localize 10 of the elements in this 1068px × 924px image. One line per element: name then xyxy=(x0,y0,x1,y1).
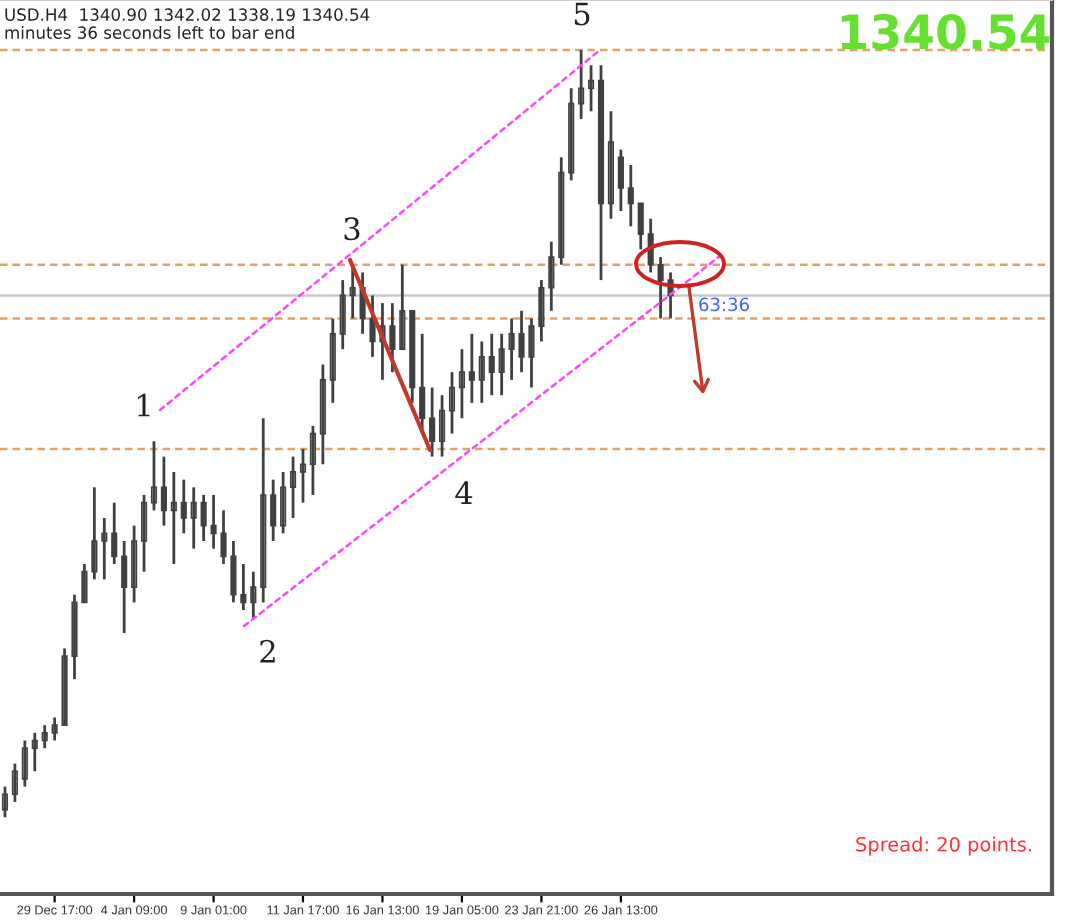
text: 63:36 xyxy=(699,297,749,312)
annotation: 2 xyxy=(260,639,275,663)
annotation: 3 xyxy=(344,217,360,241)
chart-subtitle: minutes 36 seconds left to bar end xyxy=(5,26,294,39)
text: 1340.54 xyxy=(841,13,1050,50)
annotation: 1 xyxy=(138,393,150,417)
text: Spread: 20 points. xyxy=(856,836,1031,856)
chart-title: USD.H4 1340.90 1342.02 1338.19 1340.54 xyxy=(5,8,370,21)
annotation: 4 xyxy=(455,481,473,504)
annotation: 5 xyxy=(574,2,590,26)
